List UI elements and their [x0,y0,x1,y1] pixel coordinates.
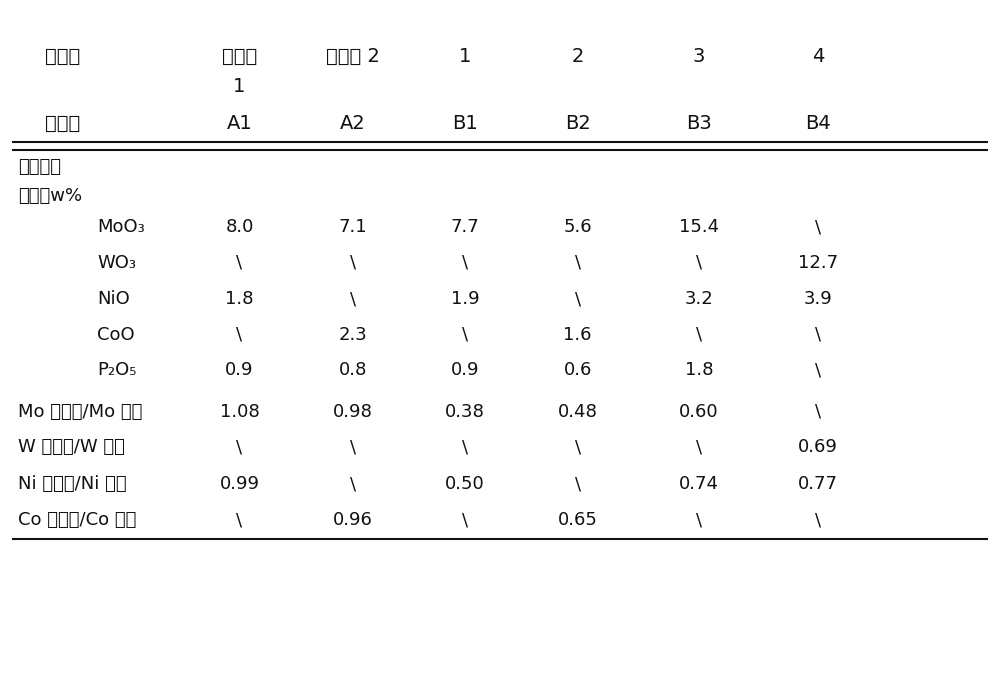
Text: 0.50: 0.50 [445,475,485,493]
Text: 12.7: 12.7 [798,254,838,272]
Text: \: \ [815,403,821,420]
Text: Ni 外表面/Ni 中心: Ni 外表面/Ni 中心 [18,475,126,493]
Text: Mo 外表面/Mo 中心: Mo 外表面/Mo 中心 [18,403,142,420]
Text: \: \ [350,290,356,308]
Text: 1.8: 1.8 [225,290,254,308]
Text: \: \ [236,326,243,343]
Text: MoO₃: MoO₃ [97,218,145,237]
Text: CoO: CoO [97,326,135,343]
Text: A1: A1 [227,114,252,133]
Text: 0.77: 0.77 [798,475,838,493]
Text: \: \ [462,326,468,343]
Text: \: \ [462,438,468,456]
Text: \: \ [575,290,581,308]
Text: \: \ [696,438,702,456]
Text: 对比例 2: 对比例 2 [326,47,380,66]
Text: \: \ [350,475,356,493]
Text: 2: 2 [571,47,584,66]
Text: 0.9: 0.9 [225,361,254,379]
Text: 0.6: 0.6 [563,361,592,379]
Text: 0.98: 0.98 [333,403,373,420]
Text: 1.08: 1.08 [220,403,259,420]
Text: 0.96: 0.96 [333,511,373,529]
Text: 3: 3 [693,47,705,66]
Text: 0.60: 0.60 [679,403,719,420]
Text: 实施例: 实施例 [45,47,80,66]
Text: B1: B1 [452,114,478,133]
Text: P₂O₅: P₂O₅ [97,361,137,379]
Text: \: \ [575,438,581,456]
Text: 0.69: 0.69 [798,438,838,456]
Text: Co 外表面/Co 中心: Co 外表面/Co 中心 [18,511,136,529]
Text: \: \ [350,254,356,272]
Text: WO₃: WO₃ [97,254,136,272]
Text: \: \ [696,326,702,343]
Text: \: \ [815,361,821,379]
Text: \: \ [815,511,821,529]
Text: \: \ [575,254,581,272]
Text: 0.38: 0.38 [445,403,485,420]
Text: 7.1: 7.1 [339,218,367,237]
Text: \: \ [236,254,243,272]
Text: 3.2: 3.2 [685,290,713,308]
Text: 5.6: 5.6 [563,218,592,237]
Text: 0.9: 0.9 [451,361,479,379]
Text: W 外表面/W 中心: W 外表面/W 中心 [18,438,125,456]
Text: 1.9: 1.9 [451,290,480,308]
Text: 3.9: 3.9 [804,290,833,308]
Text: \: \ [350,438,356,456]
Text: \: \ [696,511,702,529]
Text: \: \ [815,326,821,343]
Text: 7.7: 7.7 [451,218,480,237]
Text: 0.65: 0.65 [558,511,598,529]
Text: 1: 1 [233,77,246,96]
Text: 金属组分: 金属组分 [18,158,61,176]
Text: B4: B4 [805,114,831,133]
Text: 1.8: 1.8 [685,361,713,379]
Text: 0.8: 0.8 [339,361,367,379]
Text: A2: A2 [340,114,366,133]
Text: 15.4: 15.4 [679,218,719,237]
Text: 0.74: 0.74 [679,475,719,493]
Text: 4: 4 [812,47,824,66]
Text: \: \ [696,254,702,272]
Text: 2.3: 2.3 [338,326,367,343]
Text: 0.99: 0.99 [219,475,259,493]
Text: 0.48: 0.48 [558,403,598,420]
Text: \: \ [462,511,468,529]
Text: \: \ [236,511,243,529]
Text: \: \ [462,254,468,272]
Text: 催化剂: 催化剂 [45,114,80,133]
Text: 对比例: 对比例 [222,47,257,66]
Text: 8.0: 8.0 [225,218,254,237]
Text: B2: B2 [565,114,590,133]
Text: 1: 1 [459,47,471,66]
Text: 组成，w%: 组成，w% [18,187,82,205]
Text: \: \ [815,218,821,237]
Text: NiO: NiO [97,290,130,308]
Text: \: \ [236,438,243,456]
Text: 1.6: 1.6 [563,326,592,343]
Text: B3: B3 [686,114,712,133]
Text: \: \ [575,475,581,493]
